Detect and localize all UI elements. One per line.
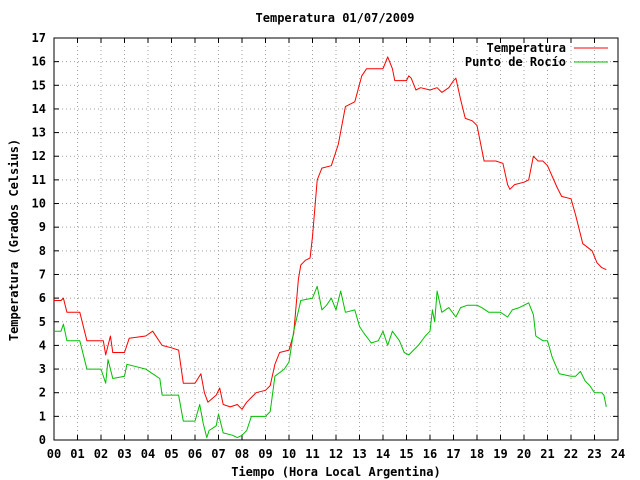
x-tick-label: 21 [540, 447, 554, 461]
y-axis-label: Temperatura (Grados Celsius) [7, 139, 21, 341]
x-tick-label: 04 [141, 447, 155, 461]
y-tick-label: 15 [32, 78, 46, 92]
x-tick-label: 24 [611, 447, 625, 461]
legend: Temperatura Punto de Rocío [465, 41, 608, 69]
series-line-punto-de-rocio [54, 285, 607, 439]
y-tick-label: 16 [32, 55, 46, 69]
y-tick-label: 0 [39, 433, 46, 447]
y-tick-label: 6 [39, 291, 46, 305]
x-tick-label: 14 [376, 447, 390, 461]
ticks [53, 37, 619, 441]
x-tick-label: 17 [446, 447, 460, 461]
y-tick-label: 14 [32, 102, 46, 116]
x-tick-label: 19 [493, 447, 507, 461]
y-tick-label: 5 [39, 315, 46, 329]
x-tick-label: 15 [399, 447, 413, 461]
x-tick-label: 10 [282, 447, 296, 461]
legend-label-punto-de-rocio: Punto de Rocío [465, 55, 566, 69]
y-tick-label: 1 [39, 409, 46, 423]
x-axis-label: Tiempo (Hora Local Argentina) [231, 465, 441, 479]
y-tick-label: 12 [32, 149, 46, 163]
y-tick-label: 2 [39, 386, 46, 400]
x-tick-label: 11 [305, 447, 319, 461]
y-tick-label: 7 [39, 267, 46, 281]
chart-title: Temperatura 01/07/2009 [256, 11, 415, 25]
series-line-temperatura [54, 56, 607, 410]
x-tick-label: 13 [352, 447, 366, 461]
x-tick-label: 22 [564, 447, 578, 461]
series-group [54, 56, 607, 439]
x-tick-label: 08 [235, 447, 249, 461]
x-tick-label: 12 [329, 447, 343, 461]
y-tick-label: 13 [32, 126, 46, 140]
x-tick-label: 05 [164, 447, 178, 461]
y-tick-label: 4 [39, 338, 46, 352]
x-tick-label: 01 [70, 447, 84, 461]
y-tick-label: 9 [39, 220, 46, 234]
y-tick-label: 10 [32, 197, 46, 211]
x-tick-label: 00 [47, 447, 61, 461]
x-tick-label: 07 [211, 447, 225, 461]
x-tick-label: 03 [117, 447, 131, 461]
grid [54, 38, 618, 440]
y-tick-label: 11 [32, 173, 46, 187]
x-tick-label: 02 [94, 447, 108, 461]
x-tick-label: 06 [188, 447, 202, 461]
x-tick-label: 23 [587, 447, 601, 461]
x-tick-label: 09 [258, 447, 272, 461]
y-tick-label: 3 [39, 362, 46, 376]
y-tick-label: 8 [39, 244, 46, 258]
y-tick-label: 17 [32, 31, 46, 45]
legend-label-temperatura: Temperatura [487, 41, 566, 55]
x-tick-label: 18 [470, 447, 484, 461]
x-tick-label: 20 [517, 447, 531, 461]
x-tick-label: 16 [423, 447, 437, 461]
